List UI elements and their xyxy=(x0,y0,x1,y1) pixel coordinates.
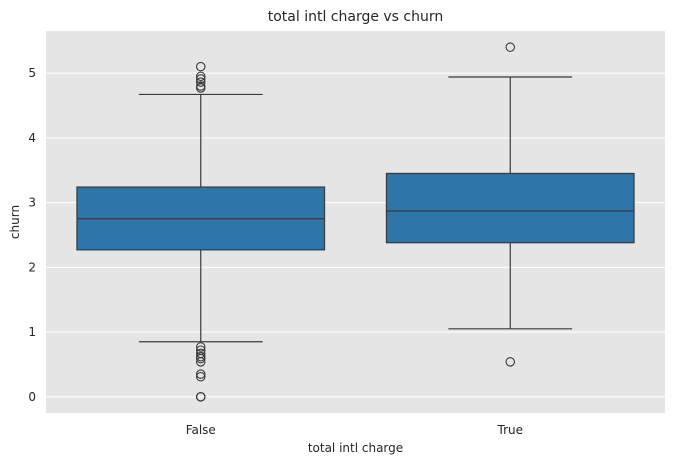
y-tick-label: 5 xyxy=(28,66,36,80)
outlier-point xyxy=(196,342,206,352)
y-axis: 0 1 2 3 4 5 xyxy=(28,66,36,404)
x-axis: False True xyxy=(186,423,523,437)
y-tick-label: 1 xyxy=(28,325,36,339)
outlier-point xyxy=(196,61,206,72)
outlier-point xyxy=(196,345,206,355)
outlier-point xyxy=(505,357,515,367)
box-false xyxy=(76,61,326,402)
box-true xyxy=(385,42,635,367)
y-axis-label: churn xyxy=(8,205,22,239)
y-tick-label: 2 xyxy=(28,260,36,274)
outlier-point xyxy=(196,81,206,91)
y-tick-label: 3 xyxy=(28,196,36,210)
outlier-point xyxy=(196,71,206,82)
chart-title: total intl charge vs churn xyxy=(268,9,444,25)
outlier-point xyxy=(196,351,206,362)
x-tick-label: False xyxy=(186,423,216,437)
y-tick-label: 4 xyxy=(28,131,36,145)
box-series xyxy=(76,42,635,402)
x-axis-label: total intl charge xyxy=(308,441,403,455)
outlier-point xyxy=(196,392,206,402)
iqr-box xyxy=(385,172,635,244)
outlier-point xyxy=(196,77,206,87)
outlier-point xyxy=(505,42,515,52)
outlier-point xyxy=(196,371,206,382)
outlier-point xyxy=(196,74,206,84)
y-tick-label: 0 xyxy=(28,390,36,404)
x-tick-label: True xyxy=(497,423,524,437)
outlier-point xyxy=(196,348,206,359)
outlier-point xyxy=(196,369,206,379)
